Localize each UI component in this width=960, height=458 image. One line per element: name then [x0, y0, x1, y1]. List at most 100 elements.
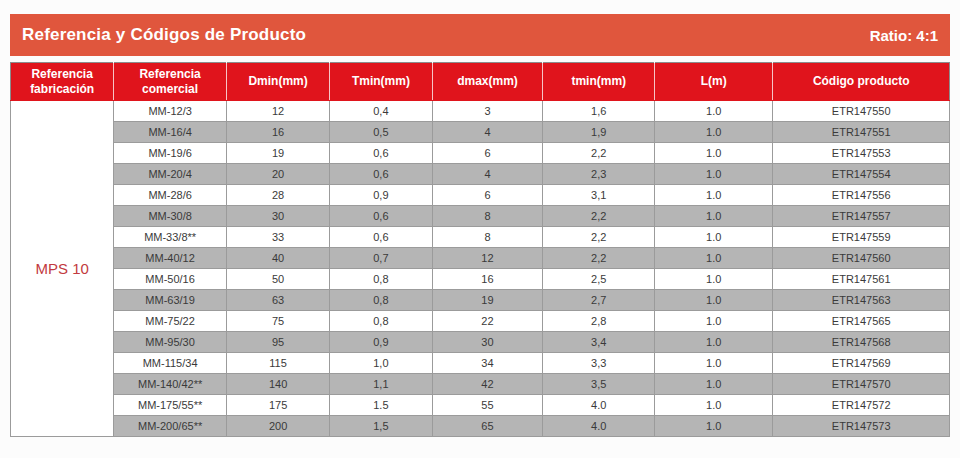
section-banner: Referencia y Códigos de Producto Ratio: … — [10, 14, 950, 56]
cell-l: 1.0 — [655, 374, 773, 395]
table-row: MM-200/65** 200 1,5 65 4.0 1.0 ETR147573 — [11, 416, 950, 437]
cell-codigo-producto: ETR147572 — [773, 395, 950, 416]
cell-l: 1.0 — [655, 395, 773, 416]
header-row: Referencia fabricación Referencia comerc… — [11, 63, 950, 101]
cell-l: 1.0 — [655, 122, 773, 143]
cell-tmin-upper: 0,6 — [330, 143, 432, 164]
cell-tmin-upper: 1.5 — [330, 395, 432, 416]
cell-tmin-lower: 1,6 — [543, 101, 655, 122]
cell-codigo-producto: ETR147570 — [773, 374, 950, 395]
cell-l: 1.0 — [655, 353, 773, 374]
cell-tmin-lower: 2,2 — [543, 206, 655, 227]
cell-tmin-upper: 0,8 — [330, 311, 432, 332]
cell-referencia-comercial: MM-50/16 — [114, 269, 227, 290]
cell-tmin-lower: 1,9 — [543, 122, 655, 143]
cell-dmin: 16 — [226, 122, 329, 143]
cell-referencia-comercial: MM-28/6 — [114, 185, 227, 206]
col-header-tmin-upper: Tmin(mm) — [330, 63, 432, 101]
cell-referencia-comercial: MM-200/65** — [114, 416, 227, 437]
table-row: MM-115/34 115 1,0 34 3,3 1.0 ETR147569 — [11, 353, 950, 374]
table-body: MPS 10MM-12/3 12 0,4 3 1,6 1.0 ETR147550… — [11, 101, 950, 437]
cell-tmin-lower: 2,7 — [543, 290, 655, 311]
cell-dmin: 175 — [226, 395, 329, 416]
cell-dmin: 28 — [226, 185, 329, 206]
cell-referencia-comercial: MM-115/34 — [114, 353, 227, 374]
cell-codigo-producto: ETR147556 — [773, 185, 950, 206]
cell-l: 1.0 — [655, 290, 773, 311]
cell-l: 1.0 — [655, 206, 773, 227]
cell-dmax: 6 — [432, 185, 543, 206]
cell-codigo-producto: ETR147563 — [773, 290, 950, 311]
cell-codigo-producto: ETR147554 — [773, 164, 950, 185]
cell-tmin-upper: 0,9 — [330, 332, 432, 353]
table-header: Referencia fabricación Referencia comerc… — [11, 63, 950, 101]
cell-l: 1.0 — [655, 269, 773, 290]
cell-dmax: 8 — [432, 227, 543, 248]
cell-codigo-producto: ETR147559 — [773, 227, 950, 248]
cell-l: 1.0 — [655, 101, 773, 122]
cell-tmin-upper: 0,9 — [330, 185, 432, 206]
cell-l: 1.0 — [655, 332, 773, 353]
fabricacion-cell: MPS 10 — [11, 101, 114, 437]
table-row: MM-33/8** 33 0,6 8 2,2 1.0 ETR147559 — [11, 227, 950, 248]
col-header-dmax: dmax(mm) — [432, 63, 543, 101]
cell-tmin-lower: 2,8 — [543, 311, 655, 332]
cell-codigo-producto: ETR147561 — [773, 269, 950, 290]
cell-tmin-upper: 0,5 — [330, 122, 432, 143]
cell-dmax: 30 — [432, 332, 543, 353]
cell-tmin-lower: 2,2 — [543, 143, 655, 164]
cell-codigo-producto: ETR147565 — [773, 311, 950, 332]
cell-dmin: 12 — [226, 101, 329, 122]
cell-tmin-upper: 0,6 — [330, 164, 432, 185]
cell-codigo-producto: ETR147573 — [773, 416, 950, 437]
cell-l: 1.0 — [655, 164, 773, 185]
cell-tmin-lower: 3,4 — [543, 332, 655, 353]
cell-tmin-lower: 3,5 — [543, 374, 655, 395]
cell-dmin: 115 — [226, 353, 329, 374]
cell-dmax: 6 — [432, 143, 543, 164]
cell-dmax: 42 — [432, 374, 543, 395]
cell-dmax: 8 — [432, 206, 543, 227]
cell-dmin: 40 — [226, 248, 329, 269]
table-row: MM-75/22 75 0,8 22 2,8 1.0 ETR147565 — [11, 311, 950, 332]
cell-tmin-upper: 0,6 — [330, 227, 432, 248]
cell-codigo-producto: ETR147551 — [773, 122, 950, 143]
cell-referencia-comercial: MM-20/4 — [114, 164, 227, 185]
cell-l: 1.0 — [655, 416, 773, 437]
cell-referencia-comercial: MM-95/30 — [114, 332, 227, 353]
cell-referencia-comercial: MM-175/55** — [114, 395, 227, 416]
cell-tmin-lower: 2,2 — [543, 248, 655, 269]
cell-l: 1.0 — [655, 185, 773, 206]
col-header-referencia-fabricacion: Referencia fabricación — [11, 63, 114, 101]
cell-l: 1.0 — [655, 143, 773, 164]
cell-dmin: 19 — [226, 143, 329, 164]
cell-dmin: 33 — [226, 227, 329, 248]
cell-tmin-lower: 3,1 — [543, 185, 655, 206]
cell-referencia-comercial: MM-63/19 — [114, 290, 227, 311]
cell-codigo-producto: ETR147550 — [773, 101, 950, 122]
cell-codigo-producto: ETR147557 — [773, 206, 950, 227]
cell-tmin-lower: 2,2 — [543, 227, 655, 248]
cell-dmax: 4 — [432, 164, 543, 185]
cell-referencia-comercial: MM-12/3 — [114, 101, 227, 122]
cell-referencia-comercial: MM-75/22 — [114, 311, 227, 332]
cell-tmin-upper: 0,8 — [330, 290, 432, 311]
cell-dmax: 12 — [432, 248, 543, 269]
cell-dmax: 4 — [432, 122, 543, 143]
cell-referencia-comercial: MM-30/8 — [114, 206, 227, 227]
cell-dmax: 19 — [432, 290, 543, 311]
cell-dmax: 3 — [432, 101, 543, 122]
cell-tmin-lower: 3,3 — [543, 353, 655, 374]
section-title: Referencia y Códigos de Producto — [22, 25, 306, 45]
cell-l: 1.0 — [655, 248, 773, 269]
cell-dmin: 50 — [226, 269, 329, 290]
table-row: MM-63/19 63 0,8 19 2,7 1.0 ETR147563 — [11, 290, 950, 311]
cell-codigo-producto: ETR147553 — [773, 143, 950, 164]
table-row: MM-50/16 50 0,8 16 2,5 1.0 ETR147561 — [11, 269, 950, 290]
ratio-badge: Ratio: 4:1 — [870, 27, 938, 44]
cell-codigo-producto: ETR147568 — [773, 332, 950, 353]
cell-dmin: 63 — [226, 290, 329, 311]
cell-l: 1.0 — [655, 311, 773, 332]
cell-codigo-producto: ETR147569 — [773, 353, 950, 374]
cell-tmin-upper: 0,7 — [330, 248, 432, 269]
